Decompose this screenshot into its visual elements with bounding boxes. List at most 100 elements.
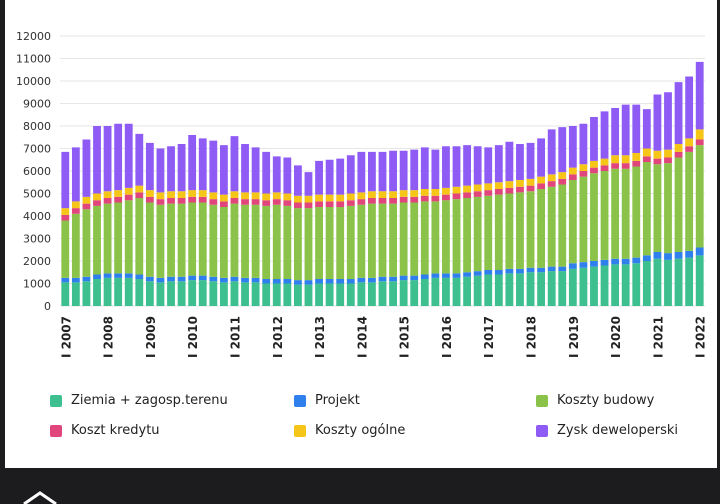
bar-segment-3-28: [357, 199, 366, 205]
bar-segment-5-20: [272, 156, 281, 193]
bar-segment-3-31: [389, 198, 397, 204]
bar-segment-0-39: [473, 275, 482, 307]
bar-segment-3-44: [526, 185, 535, 192]
bar-segment-0-28: [357, 282, 366, 307]
x-tick-label: I 2013: [313, 316, 327, 358]
bar-segment-4-50: [590, 160, 598, 168]
bar-segment-3-32: [399, 196, 408, 203]
bar-segment-4-29: [368, 191, 376, 198]
bar-segment-5-14: [209, 140, 218, 193]
bar-segment-5-19: [262, 151, 271, 194]
bar-segment-3-9: [156, 199, 165, 205]
chart-card: 0 1000 2000 3000 4000 5000 6000 7000 8000 9000 100…: [5, 0, 717, 468]
bar-segment-4-45: [537, 176, 546, 184]
bar-segment-2-22: [294, 208, 302, 281]
y-tick-label: 2000: [23, 255, 51, 268]
bar-segment-1-42: [505, 268, 514, 274]
bar-segment-1-57: [664, 253, 672, 260]
bar-segment-1-48: [568, 263, 577, 269]
bar-segment-4-17: [241, 192, 249, 200]
bar-segment-2-7: [135, 198, 144, 275]
bar-segment-2-21: [283, 205, 292, 280]
bar-segment-2-17: [241, 204, 249, 278]
bar-segment-4-27: [346, 193, 355, 201]
bar-segment-2-28: [357, 204, 366, 278]
bar-segment-0-29: [368, 282, 376, 307]
bar-segment-3-33: [410, 196, 419, 203]
bar-segment-5-25: [325, 159, 334, 195]
bar-segment-2-4: [103, 203, 112, 274]
bar-segment-3-22: [294, 202, 302, 209]
bar-segment-0-52: [611, 264, 620, 307]
y-tick-label: 5000: [23, 188, 51, 201]
legend-swatch-koszt-kredytu: [50, 424, 62, 437]
bar-segment-4-44: [526, 178, 535, 186]
x-axis-ticks: I 2007 I 2008 I 2009 I 2010 I 2011 I 2012 I 20…: [59, 316, 707, 358]
bar-segment-2-29: [368, 203, 376, 278]
bar-segment-0-45: [537, 272, 546, 306]
bar-segment-2-5: [114, 202, 123, 274]
bar-segment-1-35: [431, 273, 440, 278]
bar-segment-4-13: [198, 190, 207, 197]
bar-segment-1-2: [82, 276, 91, 282]
bar-segment-1-45: [537, 267, 546, 273]
bar-segment-3-36: [442, 194, 450, 201]
bar-segment-0-0: [61, 282, 70, 307]
legend-label-zysk-deweloperski: Zysk deweloperski: [557, 423, 678, 438]
legend-item-koszty-ogolne: Koszty ogólne: [294, 423, 405, 438]
bar-segment-3-59: [685, 146, 694, 152]
bar-segment-5-55: [642, 109, 651, 149]
bar-segment-1-38: [463, 272, 471, 277]
bar-segment-0-59: [685, 257, 694, 307]
bar-segment-1-12: [188, 275, 197, 281]
bar-segment-5-11: [177, 144, 186, 192]
y-tick-label: 12000: [16, 30, 51, 43]
bar-segment-3-53: [621, 163, 630, 169]
bar-segment-3-4: [103, 198, 112, 204]
bar-segment-3-51: [600, 165, 609, 172]
bar-segment-0-54: [632, 263, 641, 306]
bar-segment-2-13: [198, 202, 207, 276]
bar-segment-4-3: [93, 193, 101, 201]
bar-segment-0-50: [590, 266, 598, 307]
bar-segment-3-26: [336, 201, 345, 208]
bar-segment-3-19: [262, 200, 271, 206]
bar-segment-0-32: [399, 280, 408, 307]
bar-segment-2-45: [537, 189, 546, 268]
bar-segment-4-57: [664, 149, 672, 158]
bar-segment-5-21: [283, 157, 292, 194]
bar-segment-3-18: [251, 199, 260, 205]
bar-segment-4-40: [484, 183, 493, 191]
bar-segment-2-53: [621, 168, 630, 259]
y-tick-label: 8000: [23, 120, 51, 133]
legend-swatch-ziemia: [50, 394, 62, 407]
bar-segment-4-12: [188, 190, 197, 197]
bar-segment-1-56: [653, 252, 662, 259]
bar-segment-5-4: [103, 126, 112, 192]
bar-segment-4-11: [177, 191, 186, 198]
bar-segment-0-6: [124, 277, 133, 307]
bar-segment-3-23: [304, 202, 313, 209]
bar-segment-2-12: [188, 202, 197, 276]
bar-segment-5-27: [346, 155, 355, 194]
bar-segment-0-16: [230, 281, 239, 306]
bar-segment-2-15: [219, 207, 228, 278]
bar-segment-3-60: [695, 139, 704, 146]
bar-segment-5-43: [516, 144, 524, 180]
bar-segment-2-44: [526, 191, 535, 268]
bar-segment-1-29: [368, 277, 376, 283]
bar-segment-0-22: [294, 284, 302, 307]
bar-segment-3-6: [124, 194, 133, 201]
bar-segment-4-48: [568, 167, 577, 175]
x-tick-label: I 2011: [229, 316, 243, 358]
y-tick-label: 4000: [23, 210, 51, 223]
bar-segment-1-0: [61, 277, 70, 283]
bar-segment-0-2: [82, 281, 91, 306]
bar-segment-3-38: [463, 192, 471, 199]
bar-segment-1-55: [642, 255, 651, 262]
bar-segment-5-10: [167, 146, 175, 192]
bar-segment-1-44: [526, 267, 535, 273]
bar-segment-1-20: [272, 279, 281, 284]
x-tick-label: I 2019: [567, 316, 581, 358]
bar-segment-2-47: [558, 184, 567, 267]
